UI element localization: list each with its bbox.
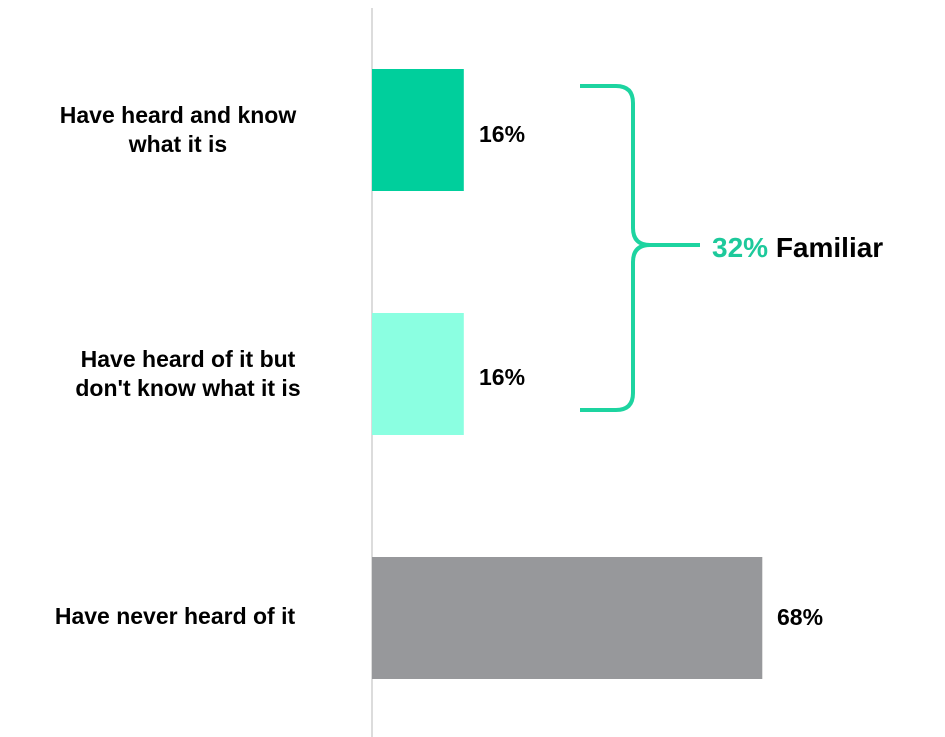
value-label-never: 68% [777,604,824,630]
category-label-know: Have heard and know what it is [8,101,348,159]
bar-never [372,557,763,679]
category-label-line: what it is [128,131,228,157]
familiar-bracket [580,84,700,412]
category-label-line: Have heard and know [59,102,297,128]
category-label-line: don't know what it is [75,375,301,401]
familiar-label: Familiar [775,232,884,263]
bar-know [372,69,464,191]
bars-group [372,69,763,679]
bar-heard [372,313,464,435]
category-label-heard: Have heard of it but don't know what it … [18,345,358,403]
category-label-line: Have heard of it but [80,346,296,372]
category-label-never: Have never heard of it [54,603,296,629]
value-label-heard: 16% [479,364,526,390]
value-label-know: 16% [479,121,526,147]
familiar-callout: 32% Familiar [712,232,883,264]
familiar-percent: 32% [712,232,769,263]
